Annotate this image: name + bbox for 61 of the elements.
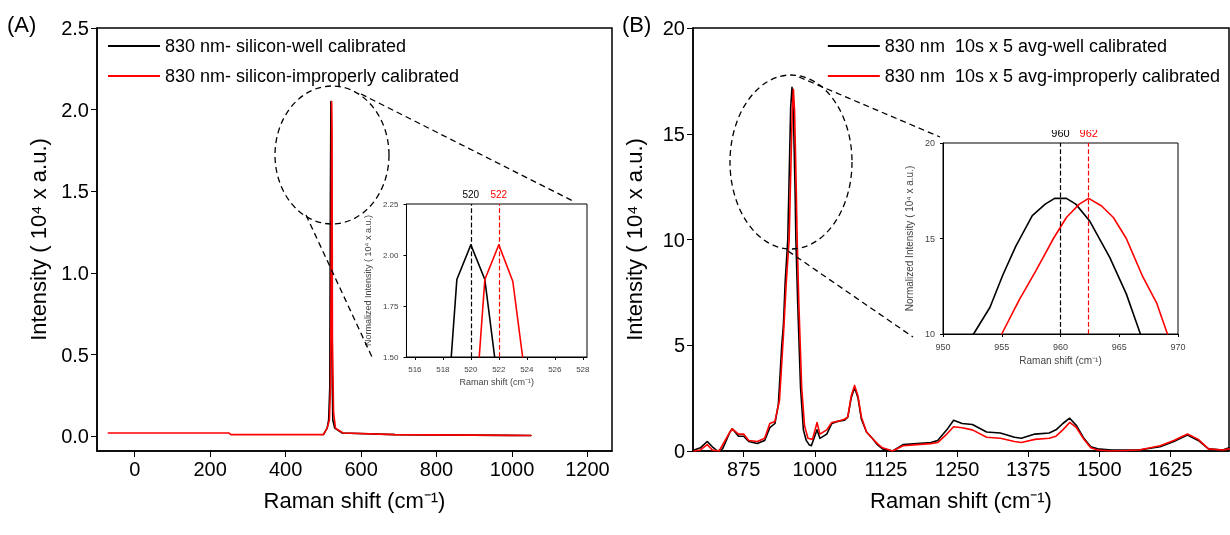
x-axis-title: Raman shift (cm⁻¹) — [870, 487, 1052, 513]
x-tick-label: 800 — [419, 458, 454, 480]
y-tick-label: 15 — [924, 233, 935, 244]
x-tick-label: 522 — [492, 364, 507, 374]
y-axis-title: Normalized Intensity ( 10⁴ x a.u.) — [362, 215, 373, 346]
y-tick-label: 15 — [662, 122, 685, 145]
x-tick-label: 960 — [1052, 341, 1069, 352]
x-tick-label: 1000 — [792, 458, 838, 480]
y-tick-label: 1.5 — [61, 180, 89, 203]
x-tick-label: 200 — [193, 458, 227, 480]
y-tick-label: 20 — [924, 138, 935, 148]
x-tick-label: 1125 — [864, 458, 908, 480]
y-tick-label: 20 — [662, 17, 685, 39]
x-tick-label: 524 — [520, 364, 535, 374]
line-series — [107, 100, 532, 437]
x-tick-label: 526 — [548, 364, 563, 374]
y-tick-label: 0.5 — [61, 343, 89, 366]
x-tick-label: 965 — [1111, 341, 1127, 352]
x-tick-label: 1500 — [1077, 458, 1122, 480]
x-tick-label: 528 — [576, 364, 591, 374]
y-tick-label: 1.75 — [382, 301, 400, 311]
x-tick-label: 1000 — [489, 458, 535, 480]
y-tick-label: 0 — [673, 440, 685, 462]
y-tick-label: 2.25 — [382, 199, 400, 209]
x-tick-label: 516 — [408, 364, 423, 374]
x-tick-label: 518 — [436, 364, 451, 374]
y-axis-title: Intensity ( 10⁴ x a.u.) — [25, 138, 51, 341]
legend-label: 830 nm 10s x 5 avg-well calibrated — [884, 36, 1167, 56]
y-tick-label: 10 — [924, 329, 935, 339]
y-tick-label: 2.00 — [382, 250, 400, 260]
x-tick-label: 1625 — [1148, 458, 1193, 480]
ref-line-label: 522 — [490, 188, 508, 200]
y-tick-label: 0.0 — [61, 425, 89, 448]
x-tick-label: 600 — [344, 458, 378, 480]
x-tick-label: 1250 — [934, 458, 980, 480]
legend-label: 830 nm 10s x 5 avg-improperly calibrated — [884, 66, 1221, 86]
legend-label: 830 nm- silicon-well calibrated — [165, 36, 407, 56]
chart-title: (A) — [7, 11, 37, 37]
ref-line-label: 520 — [462, 188, 480, 200]
y-tick-label: 2.0 — [61, 98, 89, 121]
y-tick-label: 1.0 — [61, 261, 89, 284]
x-axis-title: Raman shift (cm⁻¹) — [459, 377, 534, 388]
x-tick-label: 955 — [994, 341, 1010, 352]
chart-title: (B) — [622, 11, 652, 37]
x-tick-label: 950 — [935, 341, 951, 352]
y-tick-label: 10 — [662, 228, 685, 251]
legend-label: 830 nm- silicon-improperly calibrated — [165, 66, 460, 86]
x-tick-label: 520 — [464, 364, 479, 374]
x-axis-title: Raman shift (cm⁻¹) — [1019, 355, 1102, 367]
x-tick-label: 1375 — [1005, 458, 1051, 480]
x-tick-label: 875 — [726, 458, 761, 480]
x-axis-title: Raman shift (cm⁻¹) — [263, 487, 446, 513]
x-tick-label: 1200 — [565, 458, 610, 480]
y-tick-label: 5 — [673, 334, 685, 357]
y-axis-title: Intensity ( 10⁴ x a.u.) — [621, 138, 647, 341]
y-axis-title: Normalized Intensity ( 10⁴ x a.u.) — [903, 165, 915, 312]
y-tick-label: 2.5 — [61, 17, 89, 39]
x-tick-label: 0 — [129, 458, 141, 480]
y-tick-label: 1.50 — [382, 352, 400, 362]
x-tick-label: 400 — [268, 458, 303, 480]
x-tick-label: 970 — [1170, 341, 1186, 352]
